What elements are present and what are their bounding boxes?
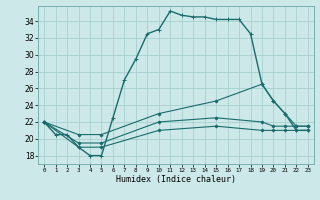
X-axis label: Humidex (Indice chaleur): Humidex (Indice chaleur) <box>116 175 236 184</box>
